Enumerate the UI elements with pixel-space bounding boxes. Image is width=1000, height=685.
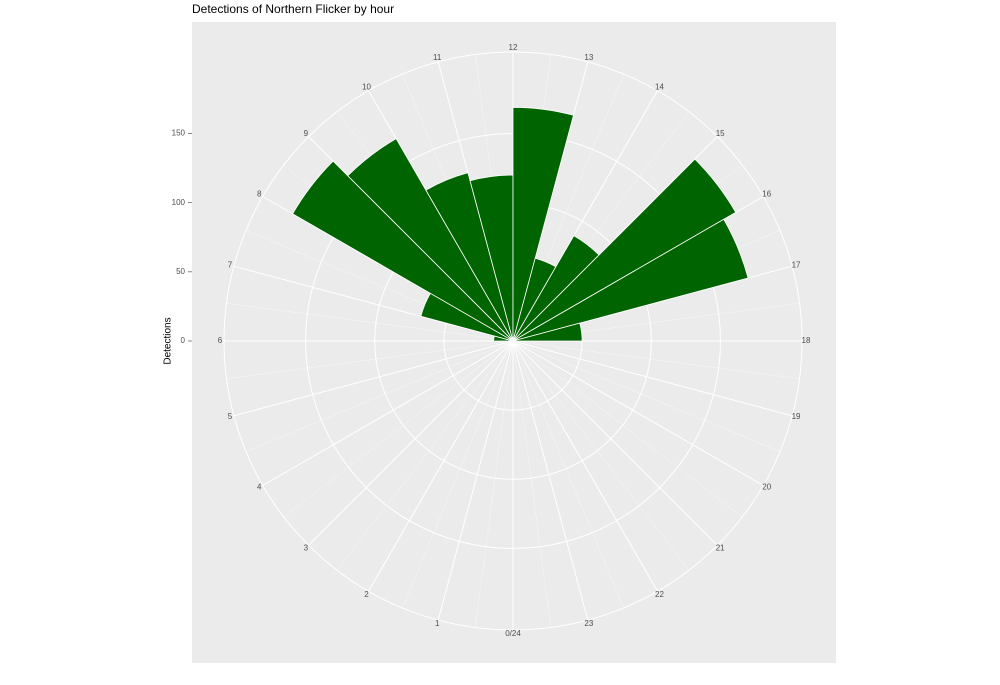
radial-grid-line bbox=[512, 340, 718, 546]
radial-grid-line bbox=[512, 340, 658, 592]
bar bbox=[512, 322, 583, 342]
angle-label: 2 bbox=[364, 590, 369, 599]
angle-label: 21 bbox=[716, 543, 725, 552]
radial-minor-line bbox=[245, 340, 514, 452]
radial-grid-line bbox=[308, 340, 514, 546]
radial-minor-line bbox=[512, 340, 781, 452]
angle-label: 5 bbox=[228, 412, 233, 421]
radial-grid-line bbox=[437, 340, 514, 621]
y-tick-label: 150 bbox=[172, 129, 186, 138]
angle-label: 12 bbox=[509, 43, 518, 52]
y-axis-title: Detections bbox=[163, 317, 174, 364]
angle-label: 10 bbox=[362, 82, 371, 91]
radial-minor-line bbox=[283, 340, 514, 518]
angle-label: 17 bbox=[792, 260, 801, 269]
angle-label: 3 bbox=[304, 543, 309, 552]
angle-label: 15 bbox=[716, 129, 725, 138]
bar bbox=[512, 218, 749, 342]
radial-minor-line bbox=[226, 340, 514, 379]
angle-label: 6 bbox=[218, 336, 223, 345]
radial-grid-line bbox=[512, 340, 764, 486]
angle-label: 20 bbox=[762, 483, 771, 492]
angle-label: 4 bbox=[257, 483, 262, 492]
angle-label: 14 bbox=[655, 82, 664, 91]
radial-minor-line bbox=[512, 340, 743, 518]
radial-minor-line bbox=[475, 340, 514, 628]
radial-minor-line bbox=[226, 303, 514, 342]
bar bbox=[512, 158, 737, 342]
angle-label: 8 bbox=[257, 190, 262, 199]
angle-label: 7 bbox=[228, 260, 233, 269]
angle-label: 13 bbox=[584, 53, 593, 62]
angle-label: 1 bbox=[435, 619, 440, 628]
bar bbox=[425, 172, 514, 342]
radial-minor-line bbox=[336, 340, 514, 571]
y-tick-label: 0 bbox=[181, 336, 186, 345]
y-tick-label: 100 bbox=[172, 198, 186, 207]
radial-grid-line bbox=[512, 340, 793, 417]
radial-grid-line bbox=[512, 340, 589, 621]
bar bbox=[292, 160, 514, 342]
angle-label: 23 bbox=[584, 619, 593, 628]
angle-label: 19 bbox=[792, 412, 801, 421]
angle-label: 22 bbox=[655, 590, 664, 599]
y-tick-label: 50 bbox=[176, 267, 185, 276]
radial-grid-line bbox=[233, 340, 514, 417]
radial-minor-line bbox=[512, 340, 800, 379]
angle-label: 9 bbox=[304, 129, 309, 138]
angle-label: 16 bbox=[762, 190, 771, 199]
angle-label: 11 bbox=[433, 53, 442, 62]
bar bbox=[512, 106, 574, 342]
angle-label: 18 bbox=[802, 336, 811, 345]
radial-minor-line bbox=[512, 340, 690, 571]
chart-title: Detections of Northern Flicker by hour bbox=[192, 2, 394, 16]
radial-minor-line bbox=[512, 340, 551, 628]
radial-minor-line bbox=[402, 340, 514, 609]
angle-label: 0/24 bbox=[505, 629, 521, 638]
radial-grid-line bbox=[368, 340, 514, 592]
bar bbox=[347, 138, 514, 342]
radial-minor-line bbox=[512, 340, 624, 609]
radial-grid-line bbox=[262, 340, 514, 486]
